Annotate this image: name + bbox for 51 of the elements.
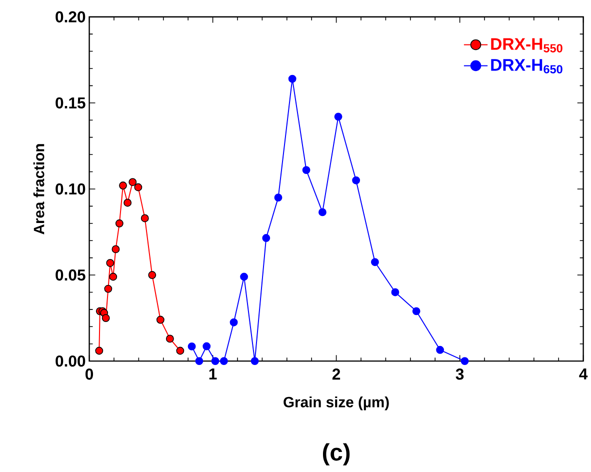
point bbox=[370, 258, 379, 266]
point bbox=[124, 198, 132, 207]
legend-label: DRX-H$_{650}$ bbox=[491, 59, 562, 74]
x-tick-label: 2 bbox=[332, 368, 340, 380]
point bbox=[211, 357, 220, 365]
point bbox=[188, 342, 196, 350]
point bbox=[391, 288, 400, 296]
point bbox=[230, 318, 238, 326]
point bbox=[128, 178, 137, 186]
point bbox=[148, 270, 156, 279]
x-tick-label: 3 bbox=[456, 368, 464, 380]
y-axis-title: Area fraction bbox=[33, 144, 44, 234]
y-tick-label: 0.10 bbox=[56, 183, 86, 194]
point bbox=[106, 258, 114, 267]
point bbox=[334, 112, 342, 121]
point bbox=[166, 334, 174, 343]
y-tick-label: 0.00 bbox=[56, 355, 86, 367]
point bbox=[119, 181, 127, 190]
point bbox=[202, 342, 211, 350]
point bbox=[102, 314, 110, 322]
x-tick-label: 4 bbox=[579, 368, 588, 380]
x-tick-label: 1 bbox=[209, 368, 217, 380]
point bbox=[156, 316, 164, 324]
y-tick-label: 0.15 bbox=[56, 97, 86, 108]
point bbox=[460, 357, 469, 365]
point bbox=[140, 214, 149, 222]
point bbox=[115, 219, 124, 228]
point bbox=[109, 272, 118, 281]
x-tick-label: 0 bbox=[86, 368, 94, 380]
text: (c) bbox=[322, 443, 350, 466]
point bbox=[436, 346, 444, 354]
point bbox=[318, 208, 326, 216]
y-tick-label: 0.20 bbox=[56, 11, 86, 22]
point bbox=[288, 74, 296, 83]
point bbox=[352, 176, 360, 184]
legend-label: DRX-H$_{550}$ bbox=[491, 38, 562, 52]
point bbox=[104, 284, 112, 293]
point bbox=[274, 194, 282, 202]
point bbox=[262, 234, 270, 242]
point bbox=[134, 183, 142, 192]
y-tick-label: 0.05 bbox=[56, 269, 86, 281]
point bbox=[412, 307, 420, 316]
point bbox=[250, 357, 259, 365]
point bbox=[112, 245, 120, 254]
point bbox=[176, 346, 184, 355]
point bbox=[195, 357, 204, 365]
x-axis-title: Grain size (µm) bbox=[284, 396, 389, 410]
point bbox=[302, 166, 310, 174]
point bbox=[95, 346, 104, 355]
point bbox=[220, 357, 228, 365]
point bbox=[240, 272, 248, 281]
